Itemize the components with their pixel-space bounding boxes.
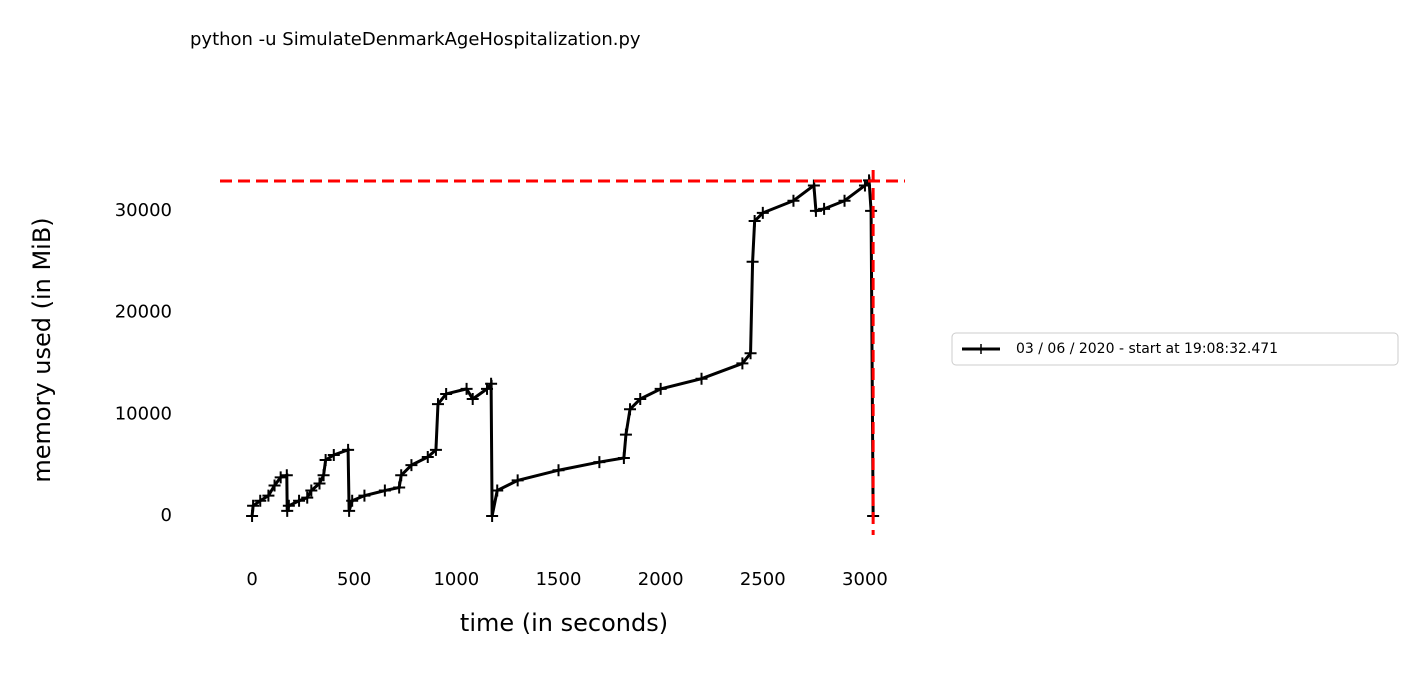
- x-tick-label: 3000: [842, 569, 888, 590]
- point-marker: [281, 504, 294, 517]
- point-marker: [466, 393, 479, 406]
- point-marker: [485, 377, 498, 390]
- x-tick-label: 1500: [536, 569, 582, 590]
- y-axis-label: memory used (in MiB): [28, 217, 56, 482]
- point-marker: [807, 179, 820, 192]
- point-marker: [695, 372, 708, 385]
- x-tick-label: 0: [246, 569, 257, 590]
- point-marker: [440, 387, 453, 400]
- point-marker: [593, 456, 606, 469]
- point-marker: [346, 494, 359, 507]
- point-marker: [282, 499, 295, 512]
- point-marker: [491, 484, 504, 497]
- point-marker: [511, 474, 524, 487]
- point-marker: [254, 494, 267, 507]
- point-marker: [317, 469, 330, 482]
- point-marker: [301, 491, 314, 504]
- point-marker: [378, 484, 391, 497]
- point-marker: [247, 499, 260, 512]
- point-marker: [280, 469, 293, 482]
- point-marker: [319, 454, 332, 467]
- x-tick-label: 2000: [638, 569, 684, 590]
- y-tick-label: 20000: [115, 302, 172, 323]
- chart-title: python -u SimulateDenmarkAgeHospitalizat…: [190, 29, 641, 50]
- x-tick-label: 500: [337, 569, 371, 590]
- x-tick-label: 2500: [740, 569, 786, 590]
- point-marker: [327, 448, 340, 461]
- point-marker: [421, 450, 434, 463]
- x-axis-label: time (in seconds): [460, 609, 668, 637]
- point-marker: [393, 481, 406, 494]
- point-marker: [313, 477, 326, 490]
- point-marker: [268, 479, 281, 492]
- point-marker: [343, 504, 356, 517]
- point-marker: [405, 459, 418, 472]
- legend-box: [951, 332, 1399, 366]
- point-marker: [787, 194, 800, 207]
- point-marker: [736, 357, 749, 370]
- point-marker: [274, 471, 287, 484]
- point-marker: [756, 206, 769, 219]
- y-tick-label: 10000: [115, 403, 172, 424]
- point-marker: [293, 494, 306, 507]
- y-tick-label: 0: [161, 505, 172, 526]
- point-marker: [305, 484, 318, 497]
- point-marker: [818, 202, 831, 215]
- point-marker: [552, 464, 565, 477]
- point-marker: [838, 194, 851, 207]
- point-marker: [262, 489, 275, 502]
- point-marker: [748, 215, 761, 228]
- point-marker: [865, 204, 878, 217]
- point-marker: [358, 489, 371, 502]
- point-marker: [654, 382, 667, 395]
- point-marker: [617, 452, 630, 465]
- point-marker: [744, 347, 757, 360]
- point-marker: [460, 382, 473, 395]
- x-tick-label: 1000: [433, 569, 479, 590]
- point-marker: [246, 509, 259, 522]
- point-marker: [486, 509, 499, 522]
- point-marker: [431, 398, 444, 411]
- data-line: [250, 176, 875, 517]
- legend-label: 03 / 06 / 2020 - start at 19:08:32.471: [1016, 341, 1278, 357]
- point-marker: [429, 443, 442, 456]
- point-marker: [634, 393, 647, 406]
- point-marker: [342, 443, 355, 456]
- point-marker: [809, 204, 822, 217]
- point-marker: [619, 428, 632, 441]
- point-marker: [395, 469, 408, 482]
- point-marker: [624, 403, 637, 416]
- y-tick-label: 30000: [115, 200, 172, 221]
- point-marker: [746, 255, 759, 268]
